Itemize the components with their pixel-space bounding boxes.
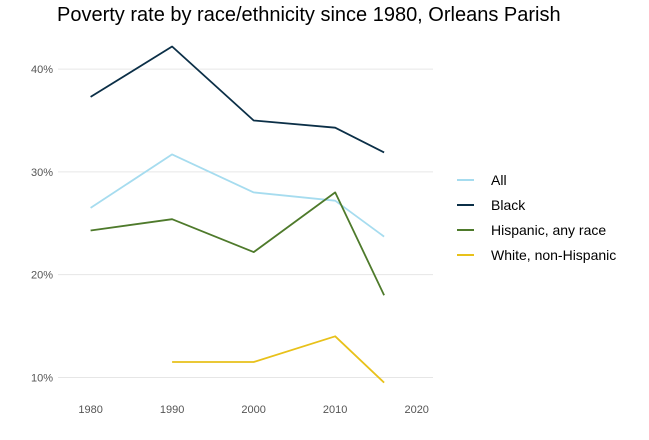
x-tick-label: 1990 xyxy=(160,404,184,416)
x-axis-ticks: 1980 1990 2000 2010 2020 xyxy=(78,404,429,416)
chart-title: Poverty rate by race/ethnicity since 198… xyxy=(57,4,561,26)
legend-label: Black xyxy=(491,197,526,213)
legend-label: White, non-Hispanic xyxy=(491,247,616,263)
y-axis-ticks: 10% 20% 30% 40% xyxy=(31,64,53,384)
y-tick-label: 20% xyxy=(31,270,53,282)
series-line-hispanic-any-race xyxy=(90,191,385,296)
y-tick-label: 30% xyxy=(31,167,53,179)
series-lines xyxy=(90,45,385,384)
series-line-white-non-hispanic xyxy=(172,335,385,384)
legend: All Black Hispanic, any race White, non-His… xyxy=(457,172,616,263)
legend-label: All xyxy=(491,172,507,188)
y-tick-label: 40% xyxy=(31,64,53,76)
x-tick-label: 2000 xyxy=(241,404,265,416)
gridlines xyxy=(58,68,433,378)
x-tick-label: 2020 xyxy=(404,404,428,416)
series-line-all xyxy=(90,153,385,238)
series-line-black xyxy=(90,45,385,154)
y-tick-label: 10% xyxy=(31,372,53,384)
legend-label: Hispanic, any race xyxy=(491,222,606,238)
x-tick-label: 2010 xyxy=(323,404,347,416)
x-tick-label: 1980 xyxy=(78,404,102,416)
